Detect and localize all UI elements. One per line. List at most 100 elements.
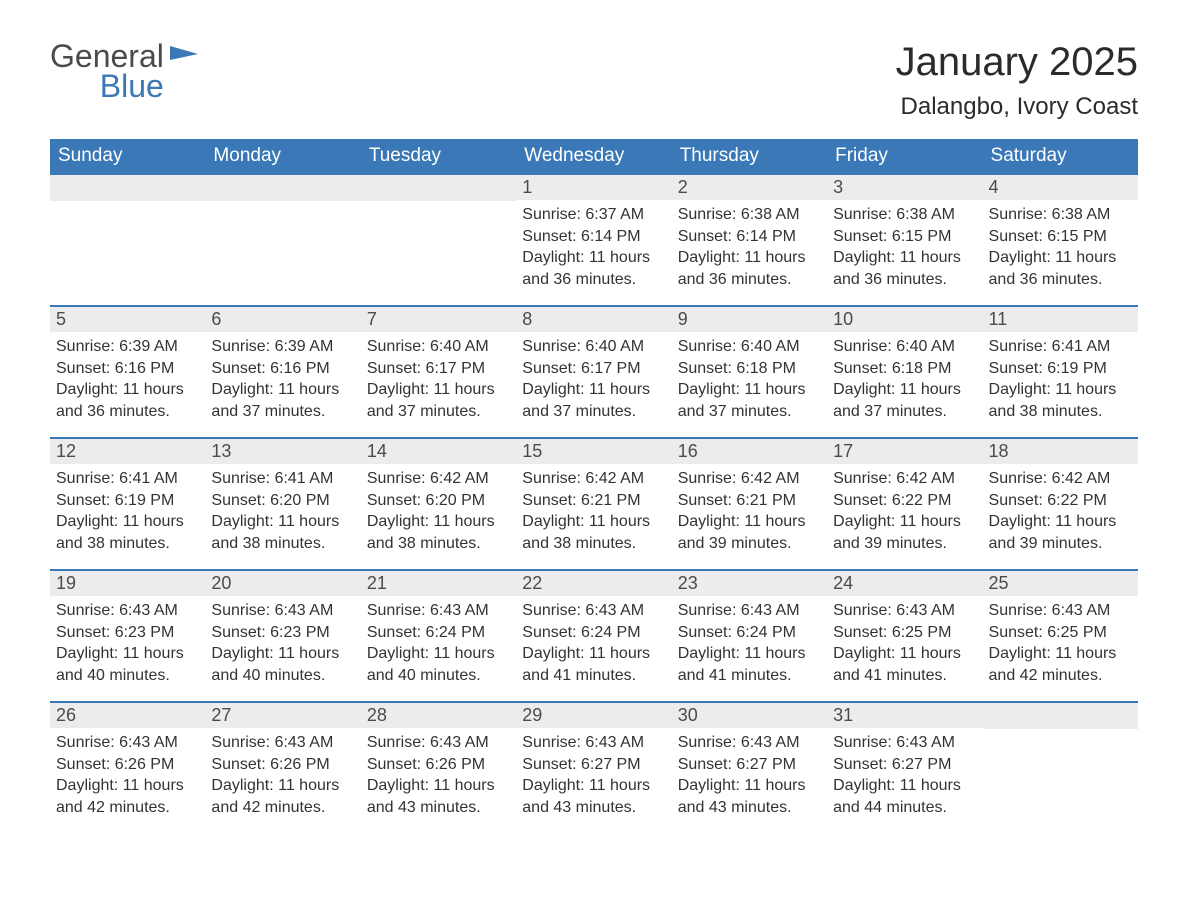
daylight-line: Daylight: 11 hours and 37 minutes. xyxy=(522,379,665,422)
day-details: Sunrise: 6:42 AMSunset: 6:21 PMDaylight:… xyxy=(516,464,671,560)
day-number-bar: 6 xyxy=(205,305,360,332)
sunset-line: Sunset: 6:14 PM xyxy=(678,226,821,248)
day-number-bar-empty xyxy=(983,701,1138,729)
daylight-line: Daylight: 11 hours and 40 minutes. xyxy=(211,643,354,686)
day-number-bar: 20 xyxy=(205,569,360,596)
daylight-line: Daylight: 11 hours and 37 minutes. xyxy=(367,379,510,422)
daylight-line: Daylight: 11 hours and 37 minutes. xyxy=(833,379,976,422)
sunrise-line: Sunrise: 6:40 AM xyxy=(678,336,821,358)
sunset-line: Sunset: 6:17 PM xyxy=(522,358,665,380)
day-details: Sunrise: 6:43 AMSunset: 6:27 PMDaylight:… xyxy=(827,728,982,824)
sunrise-line: Sunrise: 6:38 AM xyxy=(678,204,821,226)
day-number-bar: 17 xyxy=(827,437,982,464)
day-number-bar: 1 xyxy=(516,173,671,200)
calendar-day-cell: 22Sunrise: 6:43 AMSunset: 6:24 PMDayligh… xyxy=(516,569,671,701)
sunset-line: Sunset: 6:22 PM xyxy=(989,490,1132,512)
day-number-bar: 7 xyxy=(361,305,516,332)
day-number-bar: 21 xyxy=(361,569,516,596)
calendar-day-cell: 8Sunrise: 6:40 AMSunset: 6:17 PMDaylight… xyxy=(516,305,671,437)
sunrise-line: Sunrise: 6:39 AM xyxy=(211,336,354,358)
calendar-day-cell: 23Sunrise: 6:43 AMSunset: 6:24 PMDayligh… xyxy=(672,569,827,701)
day-number-bar: 24 xyxy=(827,569,982,596)
sunset-line: Sunset: 6:21 PM xyxy=(522,490,665,512)
day-details: Sunrise: 6:40 AMSunset: 6:17 PMDaylight:… xyxy=(516,332,671,428)
daylight-line: Daylight: 11 hours and 43 minutes. xyxy=(367,775,510,818)
daylight-line: Daylight: 11 hours and 39 minutes. xyxy=(989,511,1132,554)
weekday-header: Friday xyxy=(827,139,982,173)
sunrise-line: Sunrise: 6:42 AM xyxy=(367,468,510,490)
day-details: Sunrise: 6:38 AMSunset: 6:15 PMDaylight:… xyxy=(983,200,1138,296)
calendar-day-cell: 13Sunrise: 6:41 AMSunset: 6:20 PMDayligh… xyxy=(205,437,360,569)
sunset-line: Sunset: 6:27 PM xyxy=(678,754,821,776)
sunset-line: Sunset: 6:19 PM xyxy=(56,490,199,512)
day-number-bar: 30 xyxy=(672,701,827,728)
calendar-week-row: 26Sunrise: 6:43 AMSunset: 6:26 PMDayligh… xyxy=(50,701,1138,833)
day-details: Sunrise: 6:43 AMSunset: 6:24 PMDaylight:… xyxy=(361,596,516,692)
day-details: Sunrise: 6:41 AMSunset: 6:19 PMDaylight:… xyxy=(50,464,205,560)
day-details: Sunrise: 6:43 AMSunset: 6:27 PMDaylight:… xyxy=(516,728,671,824)
daylight-line: Daylight: 11 hours and 36 minutes. xyxy=(833,247,976,290)
daylight-line: Daylight: 11 hours and 42 minutes. xyxy=(211,775,354,818)
sunrise-line: Sunrise: 6:43 AM xyxy=(56,600,199,622)
day-details: Sunrise: 6:43 AMSunset: 6:26 PMDaylight:… xyxy=(205,728,360,824)
daylight-line: Daylight: 11 hours and 38 minutes. xyxy=(56,511,199,554)
calendar-week-row: 1Sunrise: 6:37 AMSunset: 6:14 PMDaylight… xyxy=(50,173,1138,305)
sunrise-line: Sunrise: 6:39 AM xyxy=(56,336,199,358)
day-number-bar: 22 xyxy=(516,569,671,596)
day-details: Sunrise: 6:43 AMSunset: 6:24 PMDaylight:… xyxy=(672,596,827,692)
calendar-day-cell: 30Sunrise: 6:43 AMSunset: 6:27 PMDayligh… xyxy=(672,701,827,833)
daylight-line: Daylight: 11 hours and 38 minutes. xyxy=(367,511,510,554)
calendar-day-cell: 19Sunrise: 6:43 AMSunset: 6:23 PMDayligh… xyxy=(50,569,205,701)
daylight-line: Daylight: 11 hours and 36 minutes. xyxy=(989,247,1132,290)
logo-word-blue: Blue xyxy=(50,70,164,102)
daylight-line: Daylight: 11 hours and 38 minutes. xyxy=(522,511,665,554)
sunrise-line: Sunrise: 6:41 AM xyxy=(56,468,199,490)
calendar-day-cell: 12Sunrise: 6:41 AMSunset: 6:19 PMDayligh… xyxy=(50,437,205,569)
sunrise-line: Sunrise: 6:38 AM xyxy=(833,204,976,226)
calendar-week-row: 5Sunrise: 6:39 AMSunset: 6:16 PMDaylight… xyxy=(50,305,1138,437)
day-details: Sunrise: 6:43 AMSunset: 6:23 PMDaylight:… xyxy=(50,596,205,692)
calendar-body: 1Sunrise: 6:37 AMSunset: 6:14 PMDaylight… xyxy=(50,173,1138,833)
sunset-line: Sunset: 6:16 PM xyxy=(211,358,354,380)
calendar-day-cell: 2Sunrise: 6:38 AMSunset: 6:14 PMDaylight… xyxy=(672,173,827,305)
sunrise-line: Sunrise: 6:40 AM xyxy=(367,336,510,358)
sunset-line: Sunset: 6:26 PM xyxy=(367,754,510,776)
daylight-line: Daylight: 11 hours and 39 minutes. xyxy=(678,511,821,554)
sunset-line: Sunset: 6:20 PM xyxy=(367,490,510,512)
day-number-bar: 18 xyxy=(983,437,1138,464)
sunrise-line: Sunrise: 6:43 AM xyxy=(522,600,665,622)
sunrise-line: Sunrise: 6:43 AM xyxy=(211,732,354,754)
calendar-day-cell: 5Sunrise: 6:39 AMSunset: 6:16 PMDaylight… xyxy=(50,305,205,437)
calendar-day-cell: 29Sunrise: 6:43 AMSunset: 6:27 PMDayligh… xyxy=(516,701,671,833)
calendar-day-cell: 3Sunrise: 6:38 AMSunset: 6:15 PMDaylight… xyxy=(827,173,982,305)
day-details: Sunrise: 6:43 AMSunset: 6:26 PMDaylight:… xyxy=(50,728,205,824)
sunrise-line: Sunrise: 6:43 AM xyxy=(833,600,976,622)
sunset-line: Sunset: 6:24 PM xyxy=(522,622,665,644)
sunset-line: Sunset: 6:25 PM xyxy=(833,622,976,644)
weekday-header: Tuesday xyxy=(361,139,516,173)
calendar-day-cell: 1Sunrise: 6:37 AMSunset: 6:14 PMDaylight… xyxy=(516,173,671,305)
day-number-bar: 15 xyxy=(516,437,671,464)
calendar-day-cell xyxy=(361,173,516,305)
sunrise-line: Sunrise: 6:43 AM xyxy=(56,732,199,754)
day-number-bar: 29 xyxy=(516,701,671,728)
calendar-header-row: SundayMondayTuesdayWednesdayThursdayFrid… xyxy=(50,139,1138,173)
day-details: Sunrise: 6:43 AMSunset: 6:26 PMDaylight:… xyxy=(361,728,516,824)
day-details: Sunrise: 6:42 AMSunset: 6:22 PMDaylight:… xyxy=(983,464,1138,560)
sunset-line: Sunset: 6:19 PM xyxy=(989,358,1132,380)
weekday-header: Thursday xyxy=(672,139,827,173)
day-details: Sunrise: 6:40 AMSunset: 6:18 PMDaylight:… xyxy=(672,332,827,428)
daylight-line: Daylight: 11 hours and 36 minutes. xyxy=(522,247,665,290)
sunset-line: Sunset: 6:24 PM xyxy=(678,622,821,644)
day-number-bar: 25 xyxy=(983,569,1138,596)
day-details: Sunrise: 6:43 AMSunset: 6:24 PMDaylight:… xyxy=(516,596,671,692)
daylight-line: Daylight: 11 hours and 41 minutes. xyxy=(522,643,665,686)
sunrise-line: Sunrise: 6:42 AM xyxy=(989,468,1132,490)
day-details: Sunrise: 6:43 AMSunset: 6:23 PMDaylight:… xyxy=(205,596,360,692)
sunrise-line: Sunrise: 6:42 AM xyxy=(833,468,976,490)
day-number-bar: 9 xyxy=(672,305,827,332)
calendar-day-cell xyxy=(205,173,360,305)
calendar-day-cell: 24Sunrise: 6:43 AMSunset: 6:25 PMDayligh… xyxy=(827,569,982,701)
month-title: January 2025 xyxy=(896,40,1138,85)
sunrise-line: Sunrise: 6:40 AM xyxy=(833,336,976,358)
